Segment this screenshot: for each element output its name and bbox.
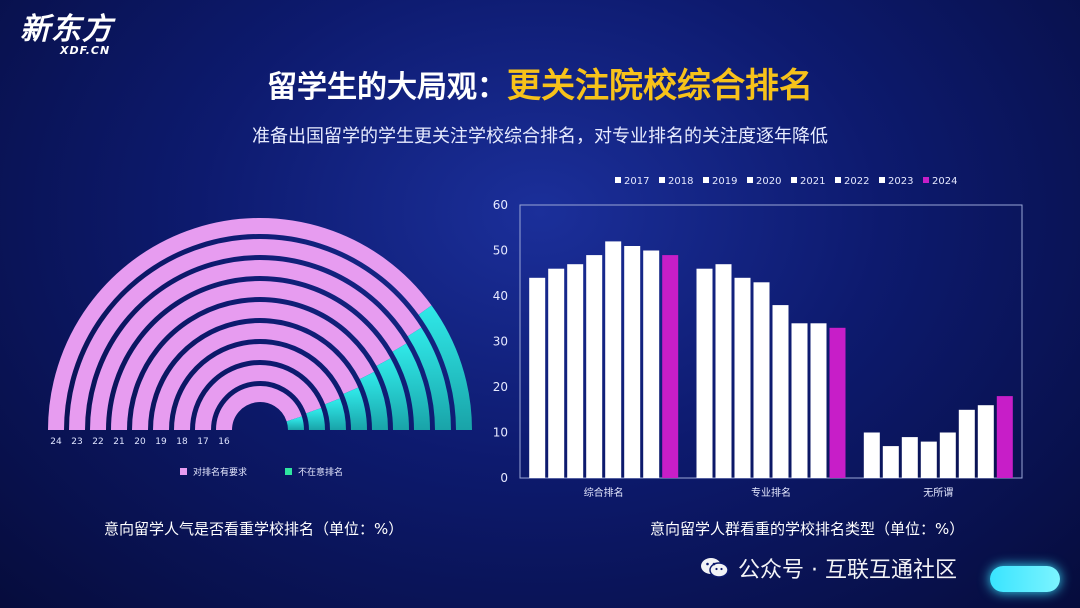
bar-2018-0 [548,268,565,478]
radial-ring-label: 17 [197,437,208,447]
bar-2017-2 [863,432,880,478]
page-subtitle: 准备出国留学的学生更关注学校综合排名，对专业排名的关注度逐年降低 [252,126,828,147]
radial-ring-care-19 [153,322,359,431]
logo-sub-text: XDF.CN [60,44,111,57]
y-tick-label: 20 [493,380,508,394]
logo-main-text: 新东方 [20,12,113,47]
bar-legend-label: 2024 [932,176,957,187]
bar-legend-swatch [835,177,841,183]
radial-legend-label: 不在意排名 [298,466,343,478]
bar-2017-1 [696,268,713,478]
radial-legend-swatch [285,468,292,475]
radial-ring-label: 19 [155,437,167,447]
radial-legend-label: 对排名有要求 [193,466,247,478]
radial-ring-care-22 [90,260,407,431]
bar-2022-2 [958,409,975,479]
bar-2024-0 [662,255,679,478]
bar-2023-0 [643,250,660,478]
bar-legend-swatch [791,177,797,183]
radial-ring-notcare-23 [407,327,451,431]
bar-legend-swatch [747,177,753,183]
bar-legend-swatch [923,177,929,183]
radial-ring-notcare-16 [286,416,304,431]
radial-ring-notcare-19 [343,387,367,431]
radial-ring-notcare-20 [359,371,388,431]
radial-ring-care-24 [48,218,432,431]
bar-legend-label: 2021 [800,176,825,187]
bar-2024-2 [996,396,1013,478]
title-prefix: 留学生的大局观： [267,70,507,105]
radial-ring-care-16 [216,386,302,431]
y-tick-label: 40 [493,289,508,303]
bar-2023-2 [977,405,994,478]
radial-ring-notcare-22 [392,343,430,431]
wechat-icon [701,558,729,578]
y-tick-label: 0 [500,471,508,485]
bar-legend-label: 2019 [712,176,737,187]
page-title: 留学生的大局观：更关注院校综合排名 [0,58,1080,107]
bar-2019-0 [567,264,584,478]
bar-2024-1 [829,327,846,478]
radial-ring-care-18 [174,344,340,431]
radial-ring-label: 23 [71,437,82,447]
bar-2022-1 [791,323,808,478]
bar-legend-swatch [615,177,621,183]
radial-ring-notcare-21 [376,358,409,431]
footer: 公众号 · 互联互通社区 [700,552,957,584]
radial-ring-notcare-17 [305,407,325,431]
decorative-glow-button [990,566,1060,592]
radial-chart-caption: 意向留学人气是否看重学校排名（单位：%） [104,520,404,538]
radial-ring-care-17 [195,365,322,431]
y-tick-label: 60 [493,198,508,212]
bar-2021-0 [605,241,622,478]
bar-legend-label: 2017 [624,176,649,187]
radial-ring-label: 22 [92,437,103,447]
bar-plot-frame [519,204,1023,479]
radial-ring-label: 21 [113,437,124,447]
bar-2023-1 [810,323,827,478]
bar-2021-1 [772,305,789,478]
y-tick-label: 10 [493,426,508,440]
bar-2018-2 [882,446,899,478]
radial-ring-care-21 [111,281,391,431]
radial-ring-label: 20 [134,437,146,447]
bar-legend-label: 2020 [756,176,781,187]
bar-2019-1 [734,277,751,478]
bar-legend-label: 2023 [888,176,913,187]
radial-ring-label: 18 [176,437,188,447]
y-tick-label: 30 [493,335,508,349]
bar-2020-2 [920,441,937,478]
bar-2018-1 [715,264,732,478]
title-highlight: 更关注院校综合排名 [507,66,813,106]
bar-chart: 0 10 20 30 40 50 60 综合排名 专业排名 无所谓 2017 2018 2019 2020… [493,176,1023,499]
radial-ring-notcare-18 [324,398,346,431]
x-category-label: 专业排名 [751,486,791,499]
radial-legend-swatch [180,468,187,475]
bar-legend-label: 2018 [668,176,693,187]
xdf-logo: 新东方 XDF.CN [20,12,113,58]
x-category-label: 综合排名 [584,486,624,499]
radial-ring-notcare-24 [418,305,472,431]
bar-2020-1 [753,282,770,478]
bar-legend-label: 2022 [844,176,869,187]
bar-chart-caption: 意向留学人群看重的学校排名类型（单位：%） [650,520,965,538]
radial-ring-care-23 [69,239,422,431]
radial-ring-label: 24 [50,437,62,447]
bar-legend-swatch [879,177,885,183]
radial-chart: 24 23 22 21 20 19 18 17 16 对排名有要求 不在意排名 [48,218,472,478]
radial-ring-label: 16 [218,437,230,447]
bar-legend-swatch [703,177,709,183]
radial-ring-care-20 [132,302,375,431]
bar-legend-swatch [659,177,665,183]
bar-2019-2 [901,437,918,478]
x-category-label: 无所谓 [923,487,953,499]
bar-2022-0 [624,246,641,478]
footer-text: 公众号 · 互联互通社区 [738,558,957,583]
bar-2017-0 [529,277,546,478]
y-tick-label: 50 [493,244,508,258]
bar-2021-2 [939,432,956,478]
bar-2020-0 [586,255,603,478]
